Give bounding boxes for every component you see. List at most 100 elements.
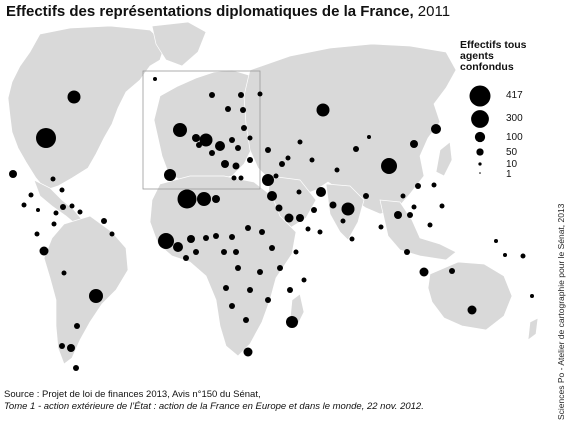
mission-circle — [243, 347, 253, 357]
land-north-america — [7, 25, 166, 191]
mission-circle — [233, 249, 239, 255]
mission-circle — [316, 103, 330, 117]
land-japan — [435, 141, 453, 177]
mission-circle — [67, 344, 75, 352]
mission-circle — [36, 208, 40, 212]
legend-title: Effectifs tous agents confondus — [460, 39, 527, 73]
legend-circle-300 — [471, 110, 489, 128]
mission-circle — [279, 161, 285, 167]
mission-circle — [415, 183, 421, 189]
land-australia — [427, 261, 513, 331]
mission-circle — [67, 90, 81, 104]
mission-circle — [407, 212, 413, 218]
mission-circle — [341, 202, 355, 216]
mission-circle — [232, 162, 240, 170]
mission-circle — [301, 277, 307, 283]
mission-circle — [353, 146, 359, 152]
mission-circle — [349, 236, 355, 242]
mission-circle — [61, 270, 67, 276]
mission-circle — [225, 106, 231, 112]
mission-circle — [247, 287, 253, 293]
mission-circle — [213, 233, 219, 239]
mission-circle — [439, 203, 445, 209]
mission-circle — [101, 218, 107, 224]
credit-text: Sciences Po - Atelier de cartographie po… — [556, 203, 566, 420]
source-line-2: Tome 1 - action extérieure de l’État : a… — [4, 401, 424, 412]
land-greenland — [151, 21, 207, 67]
mission-circle — [187, 235, 195, 243]
mission-circle — [265, 147, 271, 153]
mission-circle — [221, 160, 229, 168]
mission-circle — [293, 249, 299, 255]
mission-circle — [503, 253, 507, 257]
mission-circle — [404, 249, 410, 255]
mission-circle — [53, 210, 59, 216]
mission-circle — [229, 137, 235, 143]
mission-circle — [50, 176, 56, 182]
mission-circle — [381, 158, 397, 174]
land-new-zealand — [527, 317, 539, 341]
mission-circle — [419, 267, 429, 277]
mission-circle — [173, 123, 187, 137]
mission-circle — [286, 316, 298, 328]
mission-circle — [59, 187, 65, 193]
mission-circle — [231, 175, 237, 181]
mission-circle — [411, 204, 417, 210]
mission-circle — [73, 365, 79, 371]
mission-circle — [449, 268, 455, 274]
mission-circle — [257, 91, 263, 97]
legend-circle-100 — [474, 131, 486, 143]
mission-circle — [77, 209, 83, 215]
mission-circle — [297, 139, 303, 145]
land-masses — [7, 21, 539, 365]
mission-circle — [316, 187, 326, 197]
mission-circle — [229, 303, 235, 309]
mission-circle — [431, 124, 441, 134]
mission-circle — [334, 167, 340, 173]
mission-circle — [196, 142, 202, 148]
mission-circle — [317, 229, 323, 235]
map-title: Effectifs des représentations diplomatiq… — [6, 3, 450, 20]
mission-circle — [153, 77, 157, 81]
land-europe — [153, 69, 267, 183]
mission-circle — [36, 128, 56, 148]
mission-circle — [223, 285, 229, 291]
mission-circle — [199, 133, 213, 147]
mission-circle — [109, 231, 115, 237]
legend-label-100: 100 — [506, 132, 523, 143]
mission-circle — [158, 233, 174, 249]
mission-circle — [183, 255, 189, 261]
mission-circle — [311, 207, 317, 213]
mission-circle — [21, 202, 27, 208]
legend-label-1: 1 — [506, 169, 512, 180]
mission-circle — [197, 192, 211, 206]
mission-circle — [164, 169, 176, 181]
mission-circle — [235, 145, 241, 151]
title-main: Effectifs des représentations diplomatiq… — [6, 3, 414, 20]
mission-circle — [267, 191, 277, 201]
land-south-america — [43, 215, 129, 365]
mission-circle — [247, 157, 253, 163]
mission-circle — [39, 246, 49, 256]
mission-circle — [235, 265, 241, 271]
mission-circle — [192, 134, 200, 142]
mission-circle — [378, 224, 384, 230]
mission-circle — [400, 193, 406, 199]
mission-circle — [209, 150, 215, 156]
europe-inset-frame — [142, 70, 261, 190]
mission-circle — [275, 204, 283, 212]
mission-circle — [229, 234, 235, 240]
mission-circle — [243, 317, 249, 323]
legend-label-300: 300 — [506, 113, 523, 124]
mission-circle — [59, 343, 65, 349]
mission-circle — [212, 195, 220, 203]
mission-circle — [530, 294, 534, 298]
legend-circle-1 — [479, 172, 481, 174]
legend-label-50: 50 — [506, 147, 518, 158]
land-central-america — [33, 179, 85, 227]
mission-circle — [241, 125, 247, 131]
mission-circle — [494, 239, 498, 243]
mission-circle — [296, 214, 304, 222]
mission-circle — [238, 92, 244, 98]
